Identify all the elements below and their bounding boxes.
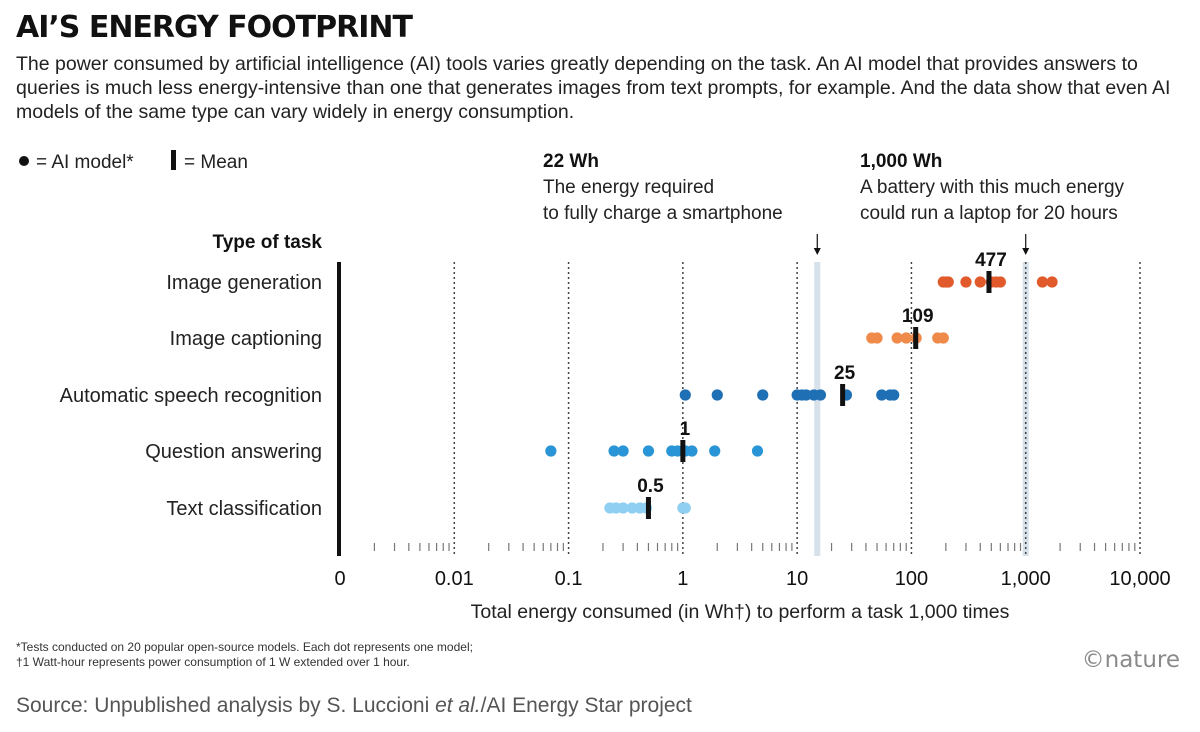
reference-text: to fully charge a smartphone	[543, 203, 783, 224]
reference-arrow-head-icon	[813, 248, 821, 255]
data-point	[711, 389, 723, 401]
reference-text: A battery with this much energy	[860, 177, 1125, 198]
mean-label: 0.5	[637, 476, 664, 497]
data-point	[800, 389, 812, 401]
mean-marker	[986, 271, 992, 293]
data-point	[891, 332, 903, 344]
reference-heading: 1,000 Wh	[860, 151, 942, 172]
data-point	[937, 332, 949, 344]
legend-model-label: = AI model*	[36, 152, 134, 173]
mean-marker	[680, 440, 686, 462]
mean-marker	[913, 327, 919, 349]
data-point	[876, 389, 888, 401]
data-point	[942, 276, 954, 288]
chart-title: AI’S ENERGY FOOTPRINT	[16, 10, 413, 45]
category-label: Image captioning	[170, 328, 322, 350]
data-point	[888, 389, 900, 401]
data-point	[814, 389, 827, 401]
x-tick-label: 0.01	[435, 568, 474, 590]
data-point	[686, 445, 698, 457]
source-italic: et al.	[435, 694, 481, 717]
x-tick-labels: 0 0.01 0.1 1 10 100 1,000 10,000	[334, 568, 1170, 590]
data-point	[679, 389, 691, 401]
mean-markers: 477 109 25 1 0.5	[637, 250, 1007, 519]
data-point	[1046, 276, 1058, 288]
data-point	[960, 276, 972, 288]
x-tick-label: 0.1	[555, 568, 583, 590]
x-tick-label: 10,000	[1109, 568, 1170, 590]
data-point	[608, 445, 620, 457]
legend-dot-icon	[19, 156, 29, 166]
mean-marker	[840, 384, 846, 406]
data-point	[642, 445, 655, 457]
data-point	[994, 276, 1006, 288]
category-label: Text classification	[166, 498, 322, 520]
mean-label: 109	[902, 306, 934, 327]
mean-label: 1	[680, 419, 691, 440]
mean-label: 477	[975, 250, 1007, 271]
reference-heading: 22 Wh	[543, 151, 599, 172]
source-line: Source: Unpublished analysis by S. Lucci…	[16, 694, 692, 718]
mean-label: 25	[834, 363, 856, 384]
reference-arrow-head-icon	[1022, 248, 1030, 255]
data-point	[709, 445, 721, 457]
chart-description: The power consumed by artificial intelli…	[16, 53, 1171, 123]
category-labels: Image generation Image captioning Automati…	[60, 272, 322, 520]
category-label: Image generation	[166, 272, 322, 294]
reference-text: The energy required	[543, 177, 714, 198]
category-label: Question answering	[145, 441, 322, 463]
x-tick-label: 1,000	[1001, 568, 1051, 590]
data-point	[617, 502, 629, 514]
x-tick-label: 1	[677, 568, 688, 590]
y-axis-line	[337, 262, 341, 556]
source-suffix: /AI Energy Star project	[480, 694, 692, 717]
y-axis-title: Type of task	[213, 232, 323, 253]
legend-mean-icon	[171, 150, 176, 170]
legend-mean-label: = Mean	[184, 152, 248, 173]
data-point	[617, 445, 629, 457]
reference-annotations: 22 Wh The energy required to fully charge …	[543, 151, 1125, 556]
data-points	[545, 276, 1058, 514]
category-label: Automatic speech recognition	[60, 385, 322, 407]
data-point	[545, 445, 557, 457]
source-prefix: Source: Unpublished analysis by S. Lucci…	[16, 694, 436, 717]
x-axis-title: Total energy consumed (in Wh†) to perfor…	[471, 601, 1010, 623]
data-point	[974, 276, 986, 288]
mean-marker	[645, 497, 651, 519]
reference-text: could run a laptop for 20 hours	[860, 203, 1118, 224]
data-point	[757, 389, 769, 401]
data-point	[871, 332, 883, 344]
data-point	[751, 445, 764, 457]
gridlines	[453, 262, 1141, 556]
data-point	[900, 332, 912, 344]
x-tick-label: 100	[895, 568, 928, 590]
footnote-1: *Tests conducted on 20 popular open-sour…	[16, 640, 473, 654]
footnote-2: †1 Watt-hour represents power consumptio…	[16, 655, 410, 669]
x-tick-label: 0	[334, 568, 345, 590]
nature-logo: ©nature	[1082, 647, 1180, 673]
x-tick-label: 10	[786, 568, 808, 590]
minor-ticks	[373, 543, 1136, 551]
data-point	[679, 502, 691, 514]
data-point	[1036, 276, 1049, 288]
reference-band	[814, 262, 821, 556]
data-point	[626, 502, 638, 514]
